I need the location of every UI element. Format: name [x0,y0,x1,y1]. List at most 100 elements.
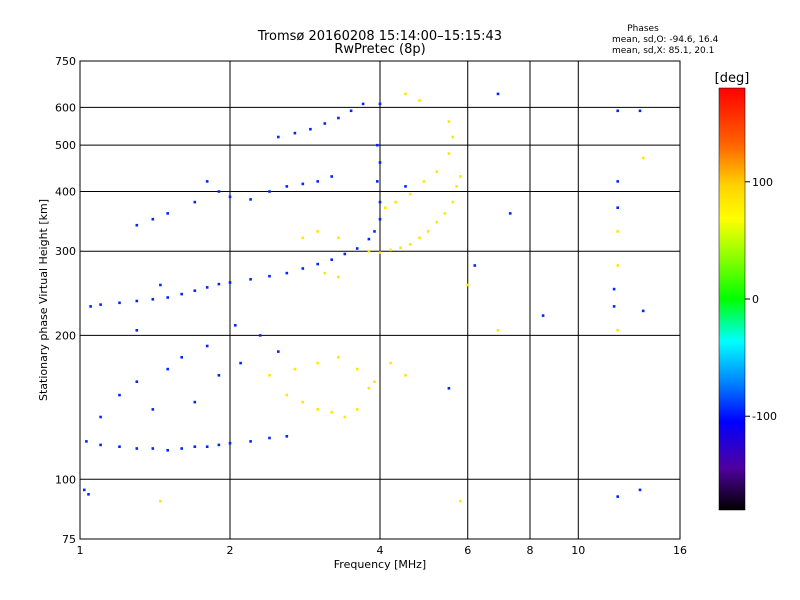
data-point [378,200,382,204]
data-point [268,374,271,377]
data-point [408,192,412,196]
y-tick-label: 75 [62,533,76,546]
data-point [418,99,421,102]
data-point [394,200,397,204]
x-tick-label: 6 [464,544,471,557]
data-point [205,445,209,448]
data-point [408,243,412,246]
data-point [193,445,197,448]
data-point [309,127,312,131]
data-point [316,408,319,411]
data-point [193,200,197,204]
colorbar-label: [deg] [715,71,750,86]
data-point [268,274,271,278]
data-point [447,120,451,123]
data-point [641,156,645,160]
data-point [87,493,90,496]
data-point [466,283,469,287]
data-point [473,264,477,267]
data-point [355,408,359,411]
data-point [378,217,382,221]
data-point [180,447,183,450]
data-point [118,393,121,397]
data-point [612,305,616,308]
axis-ticks: 1 2 4 6 8 10 16 75 100 200 300 400 500 600 750 [55,55,687,557]
data-point [316,262,319,266]
data-point [217,190,221,193]
data-point [378,102,382,106]
data-point [159,499,162,503]
data-point [404,92,407,96]
data-point [399,246,402,250]
data-point [301,267,305,270]
plot-area-frame [79,60,681,540]
colorbar-tick-label: 100 [752,176,773,189]
data-point [239,361,242,365]
data-point [293,367,297,371]
data-point [217,443,221,447]
data-point [135,447,139,450]
y-axis-label: Stationary phase Virtual Height [km] [37,199,50,401]
data-point [268,190,271,193]
y-tick-label: 300 [55,245,76,258]
data-point [316,180,319,183]
data-point [459,175,462,178]
data-point [404,374,407,377]
data-point [166,449,169,452]
data-point [277,135,280,139]
data-point [367,387,371,390]
data-point [616,180,619,183]
data-point [151,447,155,450]
stats-line-x: mean, sd,X: 85.1, 20.1 [612,46,714,56]
data-point [435,220,439,224]
data-point [455,185,458,188]
data-point [343,415,347,419]
data-point [205,286,209,289]
data-point [135,329,139,332]
data-point [384,206,387,209]
data-point [638,109,642,113]
data-point [330,411,333,414]
colorbar-tick-label: -100 [752,410,777,423]
x-tick-label: 4 [377,544,384,557]
data-point [180,292,183,296]
data-point [135,299,139,303]
data-point [249,278,252,281]
data-point [361,102,365,106]
data-point [316,230,319,233]
y-tick-label: 400 [55,185,76,198]
data-point [159,283,162,287]
stats-heading: Phases [627,24,659,34]
data-point [349,109,353,113]
data-point [422,180,426,183]
data-point [268,436,271,440]
data-point [355,247,359,250]
data-point [99,415,102,419]
data-point [228,441,232,445]
data-point [217,374,221,377]
colorbar [718,87,746,511]
data-point [435,170,439,173]
data-point [285,435,289,438]
y-tick-label: 600 [55,101,76,114]
data-point [193,400,197,404]
data-point [234,324,237,327]
data-point [249,198,252,201]
data-point [616,329,619,332]
data-point [389,248,392,252]
y-tick-label: 200 [55,329,76,342]
data-point [343,252,347,256]
data-point [285,393,289,397]
data-point [323,271,327,275]
data-point [151,298,155,301]
chart-title: Tromsø 20160208 15:14:00–15:15:43 [257,29,502,44]
data-point [447,152,451,155]
data-point [541,314,545,317]
data-point [166,296,169,299]
y-tick-label: 100 [55,473,76,486]
data-point [193,289,197,292]
data-point [378,251,382,254]
data-point [99,303,102,306]
data-point [355,367,359,371]
data-point [205,344,209,348]
